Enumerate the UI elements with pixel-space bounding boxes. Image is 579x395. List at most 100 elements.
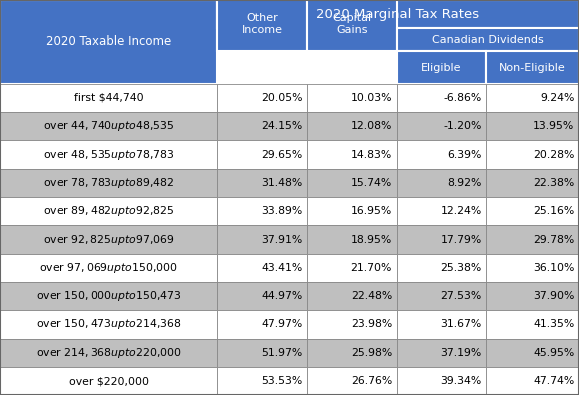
Bar bbox=[397, 282, 486, 310]
Text: over $78,783 up to $89,482: over $78,783 up to $89,482 bbox=[43, 176, 174, 190]
Text: 2020 Marginal Tax Rates: 2020 Marginal Tax Rates bbox=[317, 8, 479, 21]
Text: -1.20%: -1.20% bbox=[444, 121, 482, 131]
Bar bbox=[307, 169, 397, 197]
Text: first $44,740: first $44,740 bbox=[74, 93, 144, 103]
Bar bbox=[217, 197, 307, 225]
Text: 44.97%: 44.97% bbox=[261, 291, 302, 301]
Text: 8.92%: 8.92% bbox=[448, 178, 482, 188]
Text: 13.95%: 13.95% bbox=[533, 121, 574, 131]
Text: over $220,000: over $220,000 bbox=[68, 376, 149, 386]
Bar bbox=[307, 339, 397, 367]
Bar bbox=[307, 225, 397, 254]
Text: over $150,473 up to $214,368: over $150,473 up to $214,368 bbox=[36, 318, 181, 331]
Text: over $48,535 up to $78,783: over $48,535 up to $78,783 bbox=[43, 148, 174, 162]
Text: 24.15%: 24.15% bbox=[261, 121, 302, 131]
Bar bbox=[397, 112, 486, 140]
Bar bbox=[0, 169, 217, 197]
Text: 22.38%: 22.38% bbox=[533, 178, 574, 188]
Bar bbox=[397, 197, 486, 225]
Text: 20.28%: 20.28% bbox=[533, 150, 574, 160]
Bar bbox=[0, 254, 217, 282]
Text: 20.05%: 20.05% bbox=[261, 93, 302, 103]
Text: 47.74%: 47.74% bbox=[533, 376, 574, 386]
Text: 45.95%: 45.95% bbox=[533, 348, 574, 358]
Text: over $150,000 up to $150,473: over $150,000 up to $150,473 bbox=[36, 289, 181, 303]
Bar bbox=[0, 84, 217, 112]
Bar bbox=[0, 197, 217, 225]
Text: over $89,482 up to $92,825: over $89,482 up to $92,825 bbox=[43, 204, 174, 218]
Text: 25.98%: 25.98% bbox=[351, 348, 392, 358]
Bar bbox=[486, 112, 579, 140]
Text: 6.39%: 6.39% bbox=[448, 150, 482, 160]
Text: 47.97%: 47.97% bbox=[261, 320, 302, 329]
Bar bbox=[0, 225, 217, 254]
Bar bbox=[486, 197, 579, 225]
Bar bbox=[217, 367, 307, 395]
Text: 10.03%: 10.03% bbox=[350, 93, 392, 103]
Text: 37.19%: 37.19% bbox=[441, 348, 482, 358]
Bar bbox=[217, 112, 307, 140]
Bar bbox=[0, 310, 217, 339]
Bar bbox=[0, 367, 217, 395]
Text: 12.08%: 12.08% bbox=[351, 121, 392, 131]
Bar bbox=[486, 51, 579, 84]
Bar bbox=[486, 84, 579, 112]
Bar bbox=[486, 225, 579, 254]
Text: Other
Income: Other Income bbox=[241, 13, 283, 34]
Bar bbox=[0, 112, 217, 140]
Bar bbox=[0, 282, 217, 310]
Text: over $214,368 up to $220,000: over $214,368 up to $220,000 bbox=[36, 346, 181, 360]
Bar bbox=[397, 310, 486, 339]
Text: -6.86%: -6.86% bbox=[444, 93, 482, 103]
Text: 53.53%: 53.53% bbox=[261, 376, 302, 386]
Text: 33.89%: 33.89% bbox=[261, 206, 302, 216]
Bar bbox=[307, 84, 397, 112]
Text: over $44,740 up to $48,535: over $44,740 up to $48,535 bbox=[43, 119, 174, 133]
Text: 37.90%: 37.90% bbox=[533, 291, 574, 301]
Bar bbox=[307, 254, 397, 282]
Bar bbox=[0, 0, 217, 84]
Bar bbox=[307, 310, 397, 339]
Bar bbox=[217, 254, 307, 282]
Text: 39.34%: 39.34% bbox=[441, 376, 482, 386]
Text: 27.53%: 27.53% bbox=[441, 291, 482, 301]
Bar bbox=[217, 339, 307, 367]
Text: 22.48%: 22.48% bbox=[351, 291, 392, 301]
Bar bbox=[307, 140, 397, 169]
Bar bbox=[397, 367, 486, 395]
Text: Capital
Gains: Capital Gains bbox=[332, 13, 371, 34]
Text: over $92,825 up to $97,069: over $92,825 up to $97,069 bbox=[43, 233, 174, 246]
Text: Eligible: Eligible bbox=[422, 62, 461, 73]
Text: 29.78%: 29.78% bbox=[533, 235, 574, 245]
Bar bbox=[397, 28, 579, 51]
Bar bbox=[217, 0, 307, 51]
Text: 12.24%: 12.24% bbox=[441, 206, 482, 216]
Bar bbox=[217, 310, 307, 339]
Bar bbox=[397, 140, 486, 169]
Text: 31.48%: 31.48% bbox=[261, 178, 302, 188]
Bar bbox=[217, 84, 307, 112]
Text: 51.97%: 51.97% bbox=[261, 348, 302, 358]
Text: 2020 Taxable Income: 2020 Taxable Income bbox=[46, 36, 171, 48]
Bar bbox=[397, 254, 486, 282]
Text: 18.95%: 18.95% bbox=[351, 235, 392, 245]
Bar bbox=[307, 112, 397, 140]
Bar bbox=[307, 0, 397, 51]
Text: 14.83%: 14.83% bbox=[351, 150, 392, 160]
Text: 26.76%: 26.76% bbox=[351, 376, 392, 386]
Bar bbox=[486, 282, 579, 310]
Text: 9.24%: 9.24% bbox=[540, 93, 574, 103]
Bar bbox=[0, 140, 217, 169]
Bar bbox=[486, 254, 579, 282]
Bar bbox=[217, 225, 307, 254]
Text: Non-Eligible: Non-Eligible bbox=[499, 62, 566, 73]
Text: 15.74%: 15.74% bbox=[351, 178, 392, 188]
Bar bbox=[486, 339, 579, 367]
Bar bbox=[217, 140, 307, 169]
Bar bbox=[0, 339, 217, 367]
Bar bbox=[397, 169, 486, 197]
Text: 21.70%: 21.70% bbox=[351, 263, 392, 273]
Text: 29.65%: 29.65% bbox=[261, 150, 302, 160]
Bar bbox=[486, 169, 579, 197]
Bar bbox=[217, 169, 307, 197]
